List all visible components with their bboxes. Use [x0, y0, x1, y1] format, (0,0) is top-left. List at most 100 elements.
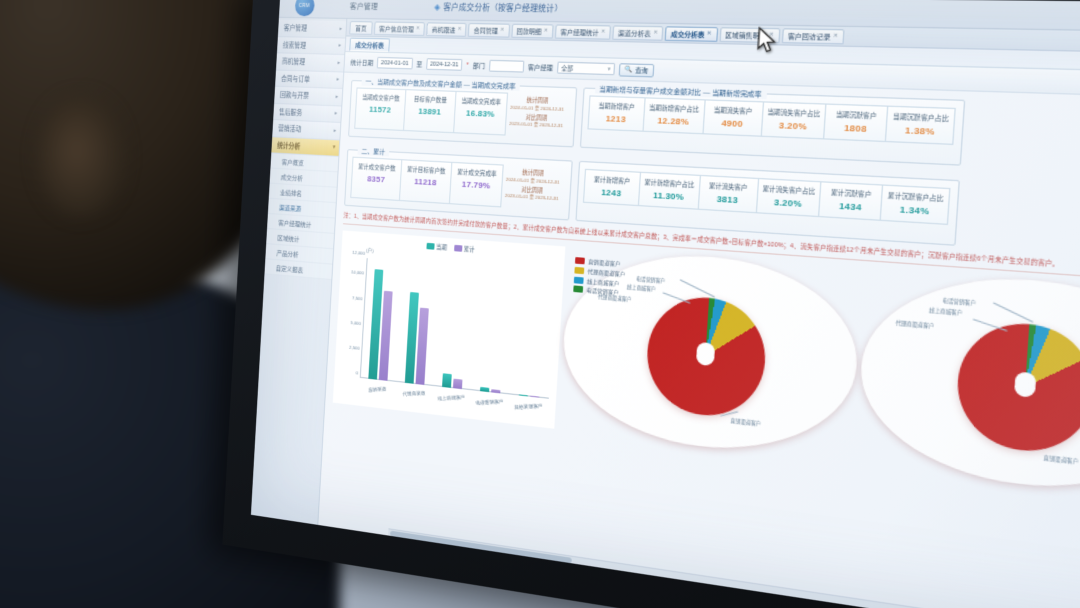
tab-customer-info[interactable]: 客户信息管理 ✕ [373, 20, 426, 36]
tab-payment-detail[interactable]: 回款明细 ✕ [511, 23, 554, 39]
kpi-title: 当期流失客户占比 [767, 109, 821, 119]
bar-current[interactable] [442, 373, 452, 388]
tab-opportunity[interactable]: 商机跟进 ✕ [426, 21, 468, 37]
sub-tab-deal-analysis[interactable]: 成交分析表 [349, 37, 391, 52]
chevron-right-icon: ▸ [337, 59, 341, 66]
y-tick-label: 7,500 [351, 294, 363, 301]
bar-cumulative[interactable] [530, 396, 540, 398]
bar-current[interactable] [480, 386, 490, 393]
kpi-value: 17.79% [461, 179, 491, 191]
kpi-group: 累计新增客户 1243 累计新增客户占比 11.30% 累计流失客户 3813 [582, 168, 951, 226]
app-logo: CRM [283, 0, 327, 17]
tab-deal-analysis[interactable]: 成交分析表 ✕ [665, 25, 718, 42]
kpi-card: 当期新增客户占比 12.28% [642, 97, 706, 135]
close-icon[interactable]: ✕ [600, 28, 606, 36]
bar-group[interactable]: 其他渠道客户 [514, 271, 547, 410]
panel-legend: 二、累计 [357, 145, 390, 157]
dept-filter-label: 部门 [472, 63, 485, 71]
sidebar-group-opportunity[interactable]: 商机管理 ▸ [275, 53, 345, 73]
bar-group[interactable]: 直销渠道 [368, 259, 394, 393]
close-icon[interactable]: ✕ [832, 32, 839, 40]
kpi-card: 累计成交客户数 8357 [350, 156, 403, 202]
pie-graphic[interactable] [953, 318, 1080, 458]
date-from-input[interactable]: 2024-01-01 [376, 56, 413, 70]
bar-cumulative[interactable] [453, 378, 463, 390]
computer-monitor: CRM 客户管理 ◈客户成交分析（按客户经理统计） 张伟 管理员 退出 [222, 0, 1080, 608]
kpi-value: 1808 [843, 122, 868, 135]
tab-channel-analysis[interactable]: 渠道分析表 ✕ [612, 24, 664, 41]
pie-callout-label: 电话营销客户 [942, 297, 977, 307]
dashboard-scroll-area[interactable]: 一、当期成交客户数及成交客户金额 — 当期成交完成率 当期成交客户数 11572… [318, 72, 1080, 608]
close-icon[interactable]: ✕ [499, 26, 505, 34]
chevron-right-icon: ▸ [333, 127, 337, 134]
tab-manager-stats[interactable]: 客户经理统计 ✕ [554, 23, 612, 40]
dept-input[interactable] [488, 59, 525, 73]
chevron-down-icon: ▾ [332, 144, 336, 151]
kpi-card: 累计流失客户占比 3.20% [755, 177, 822, 218]
kpi-group: 累计成交客户数 8357 累计目标客户数 11218 累计成交完成率 17.79… [350, 156, 564, 212]
kpi-value: 11218 [414, 176, 437, 188]
pie-graphic[interactable] [643, 293, 769, 422]
close-icon[interactable]: ✕ [457, 26, 462, 33]
kpi-value: 11.30% [652, 190, 685, 203]
callout-leader-line [662, 292, 690, 304]
y-tick-label: 2,500 [349, 343, 360, 351]
kpi-title: 累计沉默客户 [830, 189, 872, 200]
kpi-title: 当期流失客户 [713, 107, 753, 116]
kpi-value: 1434 [838, 200, 862, 213]
bar-group[interactable]: 线上商城客户 [438, 265, 469, 401]
kpi-title: 累计目标客户数 [406, 166, 446, 176]
pie-callout-label: 线上商城客户 [626, 284, 656, 293]
kpi-card: 累计流失客户 3813 [697, 174, 759, 214]
kpi-card: 当期成交完成率 16.83% [453, 90, 509, 136]
charts-row: 当期 累计 （户） 12,000 10,000 7, [325, 224, 1080, 519]
bar-group[interactable]: 代理商渠道 [403, 262, 432, 397]
bar-cumulative[interactable] [491, 389, 501, 394]
pie-graphic-wrapper: 电话营销客户 线上商城客户 代理商渠道客户 直销渠道客户 [896, 298, 1080, 465]
bar-group[interactable]: 电话营销客户 [475, 268, 508, 406]
kpi-value: 4900 [721, 118, 744, 130]
close-icon[interactable]: ✕ [415, 25, 421, 32]
kpi-group: 当期成交客户数 11572 目标客户数量 13891 当期成交完成率 16.83… [354, 87, 569, 139]
period-note: 统计周期 2024-01-01 至 2024-12-31 对比周期 2023-0… [504, 93, 569, 139]
y-tick-label: 12,000 [352, 249, 366, 256]
kpi-title: 目标客户数量 [413, 96, 447, 105]
sidebar-group-customer[interactable]: 客户管理 ▸ [277, 19, 347, 39]
kpi-value: 1.34% [899, 204, 930, 217]
callout-leader-line [679, 279, 715, 298]
bar-cumulative[interactable] [415, 307, 429, 385]
chevron-right-icon: ▸ [335, 93, 339, 100]
app-body: 客户管理 ▸ 线索管理 ▸ 商机管理 ▸ 合同与订单 ▸ 回款与开票 ▸ 售后服务 ▸ [250, 17, 1080, 608]
period-note: 统计周期 2024-01-01 至 2024-12-31 对比周期 2023-0… [500, 165, 564, 212]
x-tick-label: 代理商渠道 [402, 390, 426, 398]
y-tick-label: 10,000 [351, 269, 365, 276]
kpi-title: 累计流失客户占比 [762, 186, 816, 196]
bar-current[interactable] [518, 394, 529, 397]
tab-visit-record[interactable]: 客户回访记录 ✕ [781, 27, 845, 44]
x-tick-label: 其他渠道客户 [514, 403, 543, 411]
tab-contract[interactable]: 合同管理 ✕ [468, 22, 510, 38]
kpi-value: 3813 [716, 193, 739, 206]
y-tick-label: 5,000 [350, 319, 362, 326]
close-icon[interactable]: ✕ [543, 27, 549, 35]
date-to-input[interactable]: 2024-12-31 [425, 58, 463, 71]
pie-callout-label: 直销渠道客户 [1043, 455, 1079, 466]
pie-callout-label: 直销渠道客户 [730, 417, 762, 428]
sidebar-group-lead[interactable]: 线索管理 ▸ [276, 36, 346, 56]
close-icon[interactable]: ✕ [706, 30, 712, 38]
horizontal-scrollbar[interactable] [388, 528, 1080, 608]
kpi-card: 当期沉默客户占比 1.38% [885, 105, 956, 145]
scrollbar-thumb[interactable] [390, 530, 572, 564]
kpi-value: 13891 [417, 106, 442, 117]
tab-home[interactable]: 首页 [349, 20, 373, 35]
close-icon[interactable]: ✕ [652, 29, 658, 37]
query-button[interactable]: 🔍 查询 [618, 62, 655, 77]
bar-plot-area: 12,000 10,000 7,500 5,000 2,500 0 [349, 249, 557, 410]
date-separator: 至 [416, 62, 423, 69]
monitor-screen: CRM 客户管理 ◈客户成交分析（按客户经理统计） 张伟 管理员 退出 [250, 0, 1080, 608]
date-filter-label: 统计日期 [350, 60, 374, 68]
chevron-right-icon: ▸ [338, 42, 342, 50]
chevron-right-icon: ▸ [339, 25, 343, 33]
manager-select[interactable]: 全部 ▾ [556, 61, 615, 76]
